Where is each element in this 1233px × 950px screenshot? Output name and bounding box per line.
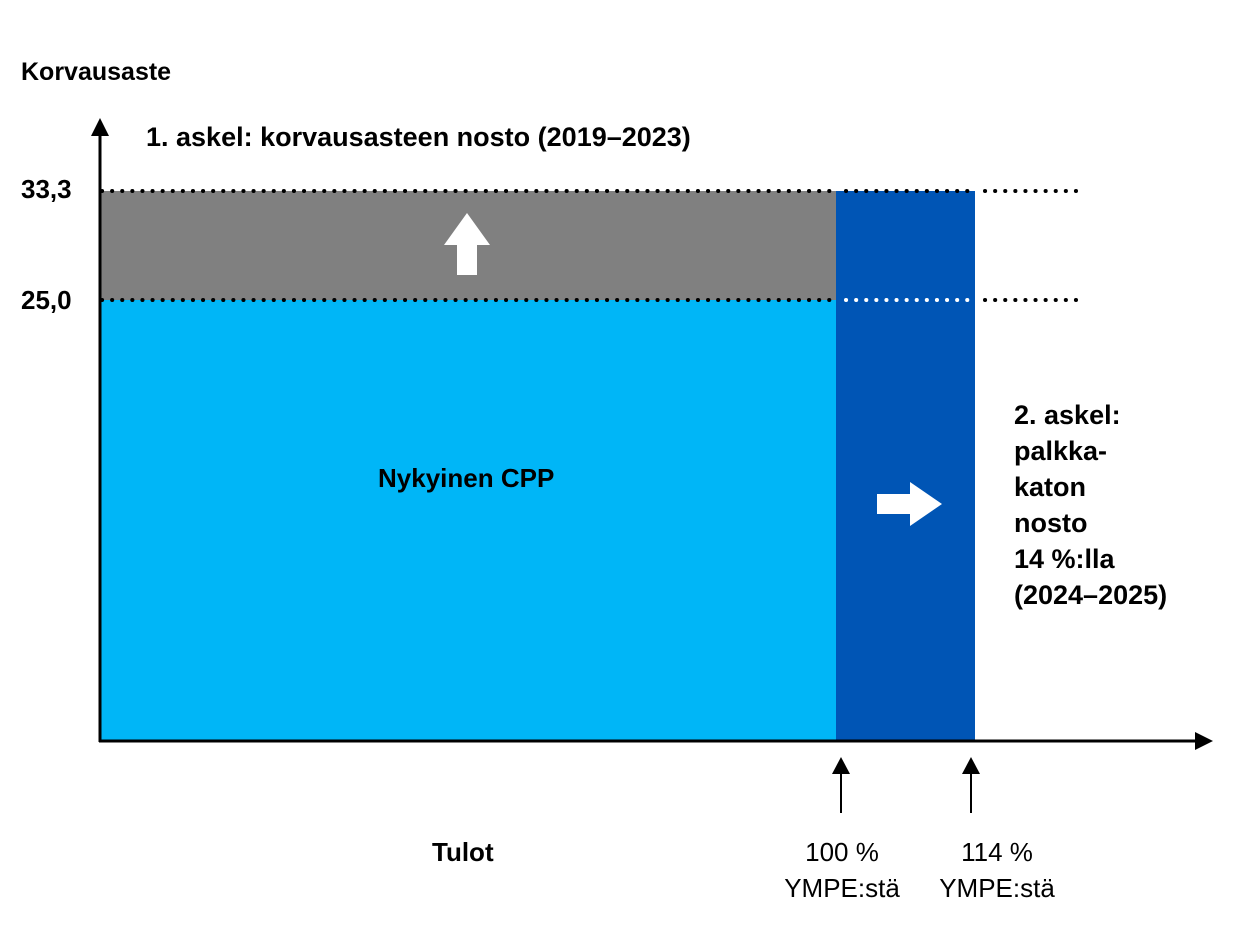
- step2-label: 2. askel: palkka- katon nosto 14 %:lla (…: [1014, 397, 1224, 613]
- step2-line: 14 %:lla: [1014, 544, 1115, 574]
- step2-line: nosto: [1014, 508, 1088, 538]
- step2-line: katon: [1014, 472, 1087, 502]
- current-cpp-label: Nykyinen CPP: [378, 463, 555, 493]
- ceiling-increase-region: [836, 191, 975, 741]
- x-tick-value: 114 %: [961, 837, 1033, 867]
- x-axis-title: Tulot: [432, 837, 494, 867]
- x-tick-unit: YMPE:stä: [784, 873, 900, 903]
- step2-line: 2. askel:: [1014, 400, 1121, 430]
- step2-line: (2024–2025): [1014, 580, 1168, 610]
- x-tick-114: 114 % YMPE:stä: [917, 834, 1077, 906]
- x-tick-100: 100 % YMPE:stä: [762, 834, 922, 906]
- y-axis-title: Korvausaste: [21, 58, 172, 86]
- tick-pointer-100-head: [832, 757, 850, 774]
- x-axis-arrowhead: [1195, 732, 1213, 750]
- up-arrow-icon: [444, 213, 490, 275]
- step2-line: palkka-: [1014, 436, 1108, 466]
- step1-label: 1. askel: korvausasteen nosto (2019–2023…: [146, 122, 691, 152]
- y-axis-arrowhead: [91, 118, 109, 136]
- right-arrow-icon: [877, 482, 942, 526]
- x-tick-unit: YMPE:stä: [939, 873, 1055, 903]
- y-tick-33: 33,3: [21, 174, 72, 204]
- y-tick-25: 25,0: [21, 285, 72, 315]
- x-tick-value: 100 %: [805, 837, 879, 867]
- tick-pointer-114-head: [962, 757, 980, 774]
- current-cpp-region: [100, 300, 836, 741]
